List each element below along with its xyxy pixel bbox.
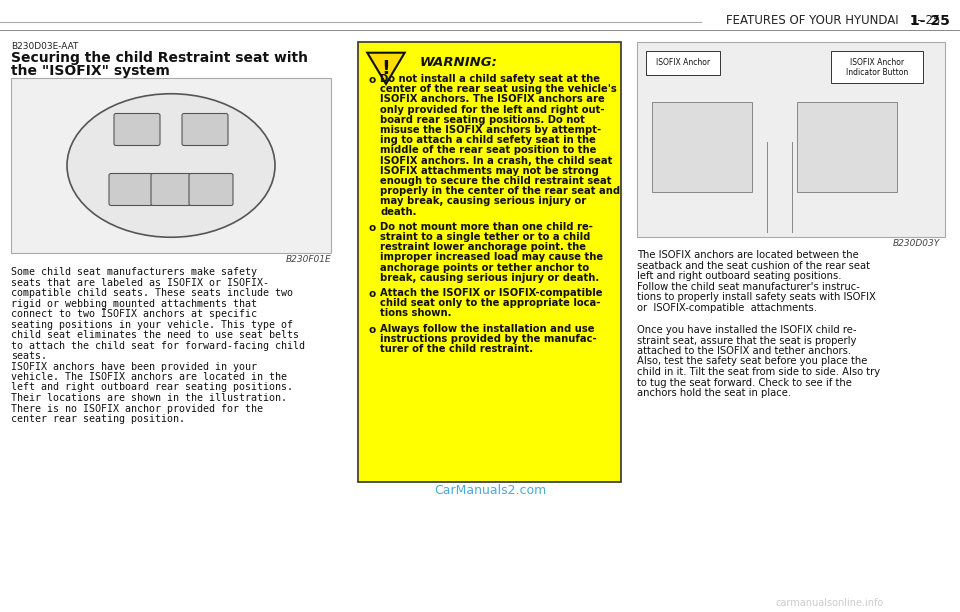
Text: FEATURES OF YOUR HYUNDAI   1- 25: FEATURES OF YOUR HYUNDAI 1- 25 [726,14,940,27]
Text: left and right outboard seating positions.: left and right outboard seating position… [637,271,842,281]
Text: Follow the child seat manufacturer's instruc-: Follow the child seat manufacturer's ins… [637,282,860,291]
Text: instructions provided by the manufac-: instructions provided by the manufac- [380,334,596,344]
Text: carmanualsonline.info: carmanualsonline.info [776,598,884,608]
Text: tions shown.: tions shown. [380,308,451,318]
Text: enough to secure the child restraint seat: enough to secure the child restraint sea… [380,176,612,186]
Text: child in it. Tilt the seat from side to side. Also try: child in it. Tilt the seat from side to … [637,367,880,377]
Text: compatible child seats. These seats include two: compatible child seats. These seats incl… [11,288,293,298]
Text: ISOFIX anchors have been provided in your: ISOFIX anchors have been provided in you… [11,362,257,371]
FancyBboxPatch shape [797,102,897,192]
Text: board rear seating positions. Do not: board rear seating positions. Do not [380,115,585,125]
Text: There is no ISOFIX anchor provided for the: There is no ISOFIX anchor provided for t… [11,403,263,414]
Text: improper increased load may cause the: improper increased load may cause the [380,252,603,263]
Text: break, causing serious injury or death.: break, causing serious injury or death. [380,273,599,283]
Text: Do not mount more than one child re-: Do not mount more than one child re- [380,222,593,232]
Polygon shape [368,53,405,84]
Text: the "ISOFIX" system: the "ISOFIX" system [11,64,170,78]
Text: Always follow the installation and use: Always follow the installation and use [380,324,594,334]
Text: ISOFIX Anchor
Indicator Button: ISOFIX Anchor Indicator Button [846,58,908,77]
Text: straint seat, assure that the seat is properly: straint seat, assure that the seat is pr… [637,335,856,346]
Text: !: ! [381,59,391,78]
FancyBboxPatch shape [831,51,923,83]
Text: Do not install a child safety seat at the: Do not install a child safety seat at th… [380,74,600,84]
Text: CarManuals2.com: CarManuals2.com [434,483,546,496]
Text: left and right outboard rear seating positions.: left and right outboard rear seating pos… [11,382,293,392]
Text: ISOFIX anchors. The ISOFIX anchors are: ISOFIX anchors. The ISOFIX anchors are [380,94,605,105]
FancyBboxPatch shape [151,173,191,206]
Text: seatback and the seat cushion of the rear seat: seatback and the seat cushion of the rea… [637,261,870,271]
Text: o: o [368,289,375,299]
Text: restraint lower anchorage point. the: restraint lower anchorage point. the [380,242,586,252]
Text: middle of the rear seat position to the: middle of the rear seat position to the [380,146,596,155]
Text: misuse the ISOFIX anchors by attempt-: misuse the ISOFIX anchors by attempt- [380,125,601,135]
Text: 1- 25: 1- 25 [910,14,949,28]
Text: Their locations are shown in the illustration.: Their locations are shown in the illustr… [11,393,287,403]
Text: o: o [368,75,375,85]
Text: or  ISOFIX-compatible  attachments.: or ISOFIX-compatible attachments. [637,302,817,313]
Text: Also, test the safety seat before you place the: Also, test the safety seat before you pl… [637,357,868,367]
Text: B230D03Y: B230D03Y [893,239,940,248]
Text: death.: death. [380,207,417,217]
Text: seats that are labeled as ISOFIX or ISOFIX-: seats that are labeled as ISOFIX or ISOF… [11,277,269,288]
Text: B230F01E: B230F01E [285,255,331,264]
FancyBboxPatch shape [114,113,160,146]
Text: ISOFIX anchors. In a crash, the child seat: ISOFIX anchors. In a crash, the child se… [380,155,612,166]
Text: anchorage points or tether anchor to: anchorage points or tether anchor to [380,263,589,272]
Text: seats.: seats. [11,351,47,361]
Text: only provided for the left and right out-: only provided for the left and right out… [380,105,605,114]
Text: The ISOFIX anchors are located between the: The ISOFIX anchors are located between t… [637,250,859,260]
Text: Some child seat manufacturers make safety: Some child seat manufacturers make safet… [11,267,257,277]
FancyBboxPatch shape [182,113,228,146]
Text: o: o [368,324,375,335]
Text: properly in the center of the rear seat and: properly in the center of the rear seat … [380,186,620,196]
Text: ing to attach a child sefety seat in the: ing to attach a child sefety seat in the [380,135,596,145]
Text: vehicle. The ISOFIX anchors are located in the: vehicle. The ISOFIX anchors are located … [11,372,287,382]
FancyBboxPatch shape [109,173,153,206]
Text: may break, causing serious injury or: may break, causing serious injury or [380,196,587,206]
Text: ISOFIX Anchor: ISOFIX Anchor [656,58,710,67]
Text: connect to two ISOFIX anchors at specific: connect to two ISOFIX anchors at specifi… [11,309,257,319]
Text: seating positions in your vehicle. This type of: seating positions in your vehicle. This … [11,319,293,329]
Text: center of the rear seat using the vehicle's: center of the rear seat using the vehicl… [380,84,616,94]
Text: center rear seating position.: center rear seating position. [11,414,185,424]
Text: Attach the ISOFIX or ISOFIX-compatible: Attach the ISOFIX or ISOFIX-compatible [380,288,603,298]
FancyBboxPatch shape [646,51,720,75]
Text: attached to the ISOFIX and tether anchors.: attached to the ISOFIX and tether anchor… [637,346,852,356]
Text: turer of the child restraint.: turer of the child restraint. [380,344,533,354]
Text: child seat only to the appropriate loca-: child seat only to the appropriate loca- [380,298,600,308]
Text: o: o [368,223,375,233]
Text: anchors hold the seat in place.: anchors hold the seat in place. [637,388,791,398]
Text: Securing the child Restraint seat with: Securing the child Restraint seat with [11,51,308,65]
Text: to tug the seat forward. Check to see if the: to tug the seat forward. Check to see if… [637,378,852,387]
Text: ISOFIX attachments may not be strong: ISOFIX attachments may not be strong [380,166,599,176]
FancyBboxPatch shape [358,42,621,482]
Text: Once you have installed the ISOFIX child re-: Once you have installed the ISOFIX child… [637,325,856,335]
Text: child seat eliminates the need to use seat belts: child seat eliminates the need to use se… [11,330,299,340]
FancyBboxPatch shape [637,42,945,237]
FancyBboxPatch shape [189,173,233,206]
Text: straint to a single tether or to a child: straint to a single tether or to a child [380,232,590,242]
Text: tions to properly install safety seats with ISOFIX: tions to properly install safety seats w… [637,292,876,302]
Ellipse shape [67,94,275,237]
Text: to attach the child seat for forward-facing child: to attach the child seat for forward-fac… [11,340,305,351]
FancyBboxPatch shape [652,102,752,192]
Text: WARNING:: WARNING: [420,56,498,69]
Text: B230D03E-AAT: B230D03E-AAT [11,42,79,51]
FancyBboxPatch shape [11,78,331,253]
Text: rigid or webbing mounted attachments that: rigid or webbing mounted attachments tha… [11,299,257,308]
